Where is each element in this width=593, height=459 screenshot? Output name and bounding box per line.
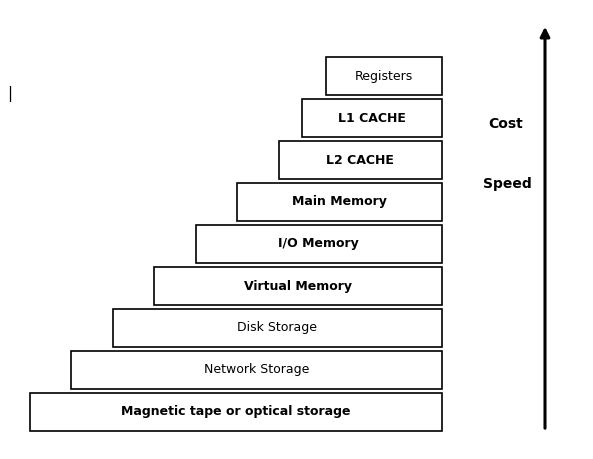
Text: |: | <box>7 86 12 102</box>
Text: L2 CACHE: L2 CACHE <box>326 153 394 167</box>
Bar <box>113 309 442 347</box>
Text: L1 CACHE: L1 CACHE <box>338 112 406 124</box>
Bar <box>326 57 442 95</box>
Text: Main Memory: Main Memory <box>292 196 387 208</box>
Bar <box>30 393 442 431</box>
Bar <box>154 267 442 305</box>
Bar <box>196 225 442 263</box>
Bar <box>237 183 442 221</box>
Text: Speed: Speed <box>483 177 532 191</box>
Text: Cost: Cost <box>488 117 523 131</box>
Text: Magnetic tape or optical storage: Magnetic tape or optical storage <box>121 405 350 419</box>
Bar <box>71 351 442 389</box>
Bar <box>302 99 442 137</box>
Bar <box>279 141 442 179</box>
Text: Virtual Memory: Virtual Memory <box>244 280 352 292</box>
Text: Network Storage: Network Storage <box>204 364 309 376</box>
Text: Disk Storage: Disk Storage <box>237 321 317 335</box>
Text: Registers: Registers <box>355 69 413 83</box>
Text: I/O Memory: I/O Memory <box>278 237 359 251</box>
